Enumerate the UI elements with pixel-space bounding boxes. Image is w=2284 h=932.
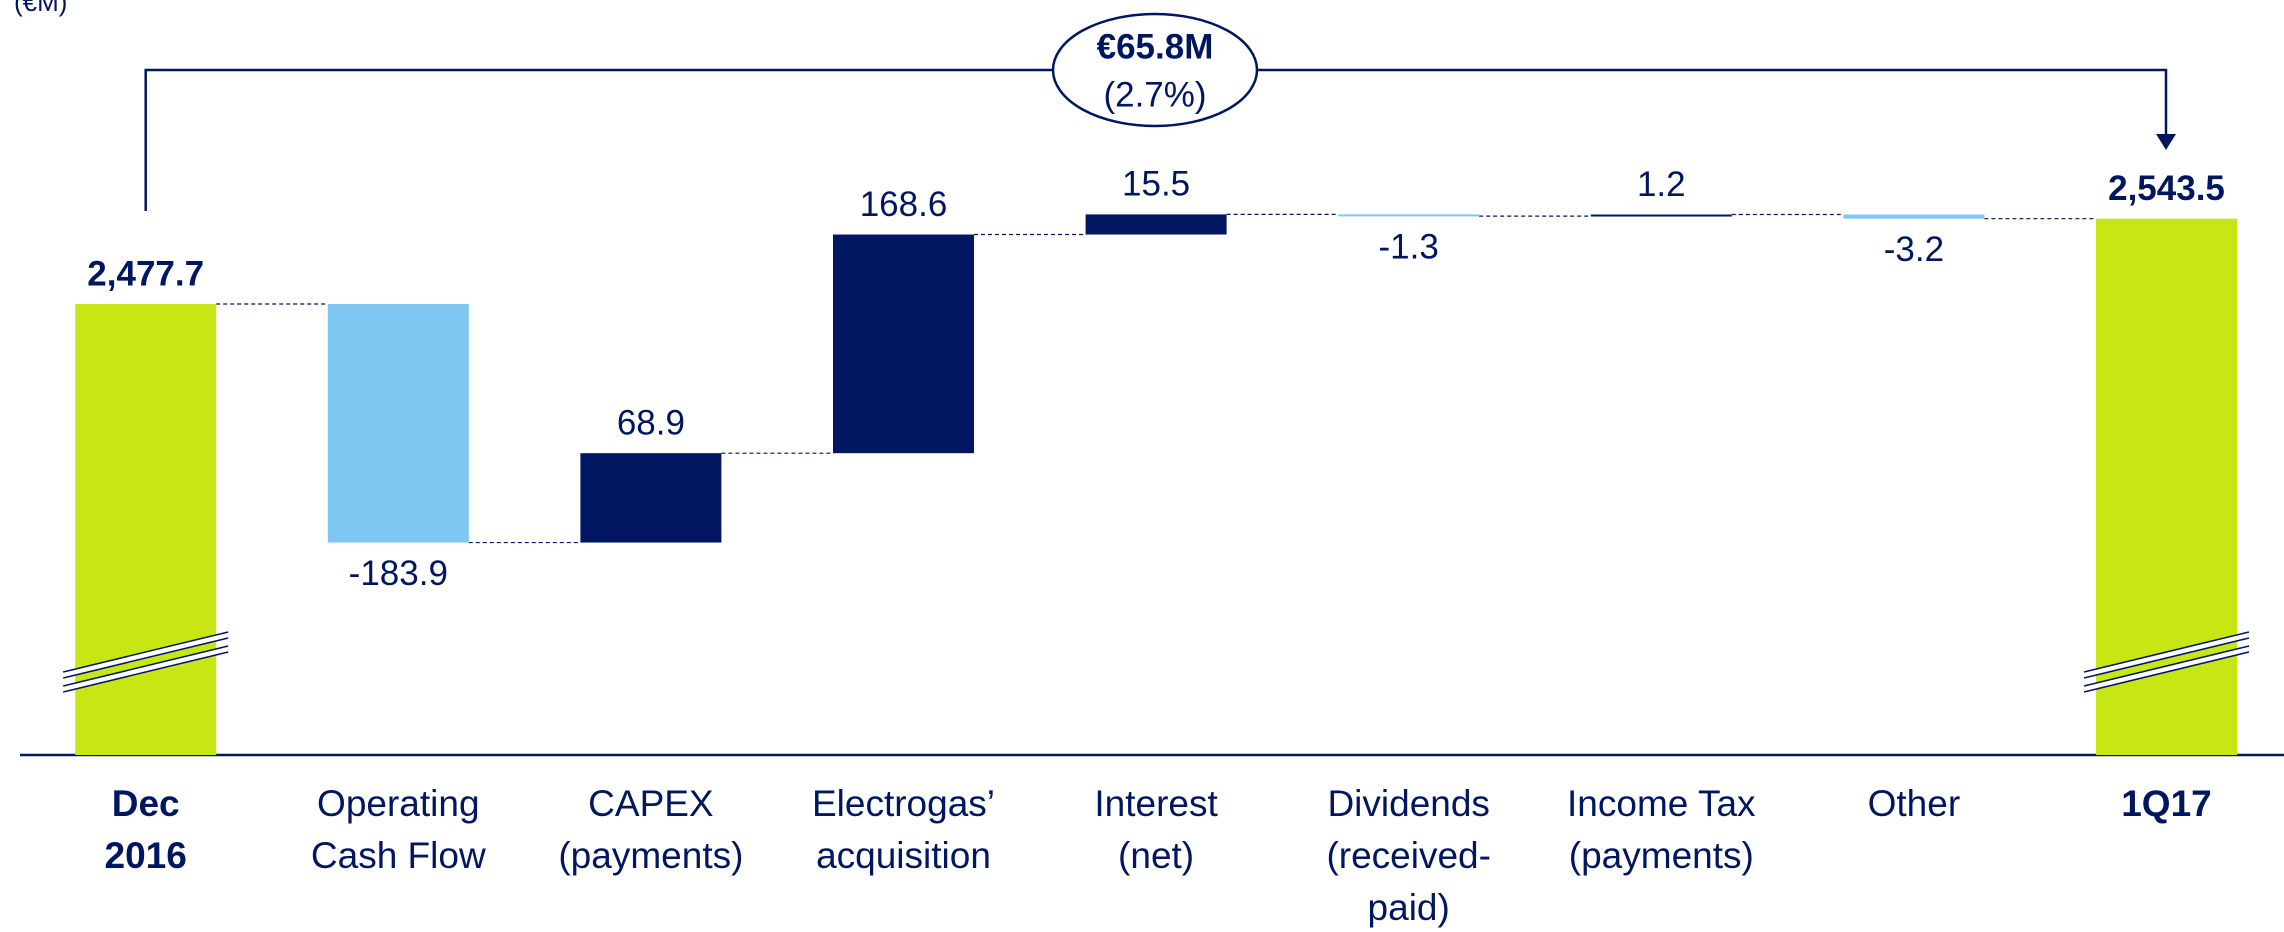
- unit-label: (€M): [14, 0, 67, 17]
- bar: [2096, 218, 2237, 755]
- bracket-right: [1257, 68, 2168, 136]
- axis-break-edge: [2083, 645, 2250, 687]
- axis-break: [2083, 646, 2250, 692]
- bar: [75, 304, 217, 755]
- axis-break-edge: [2083, 651, 2250, 693]
- x-tick-label: Electrogas’ acquisition: [812, 783, 995, 876]
- axis-break: [2083, 632, 2250, 678]
- value-label: 168.6: [860, 185, 948, 224]
- bracket: [144, 12, 2168, 211]
- bar: [1338, 214, 1480, 217]
- value-label: 68.9: [617, 403, 685, 442]
- x-tick-label: Dec 2016: [105, 783, 187, 876]
- axis-break-edge: [63, 645, 229, 687]
- value-label: 2,477.7: [87, 254, 204, 293]
- axis-break-edge: [2083, 631, 2250, 673]
- value-label: 15.5: [1122, 165, 1190, 204]
- bar: [327, 304, 469, 543]
- bracket-left: [144, 68, 1053, 211]
- value-label: -183.9: [349, 554, 448, 593]
- arrow-head: [2156, 134, 2176, 150]
- bar: [1843, 214, 1985, 219]
- axis-break-edge: [63, 651, 229, 693]
- x-tick-label: Income Tax (payments): [1567, 783, 1756, 876]
- annotation-ellipse: [1051, 12, 1259, 128]
- x-tick-label: Other: [1868, 783, 1961, 824]
- axis-break-edge: [63, 631, 229, 673]
- value-label: 2,543.5: [2108, 169, 2225, 208]
- value-label: -1.3: [1379, 227, 1439, 266]
- axis-break: [62, 632, 229, 678]
- bar: [1085, 214, 1227, 235]
- x-tick-label: Dividends (received-paid): [1326, 783, 1491, 928]
- bar: [1590, 214, 1732, 217]
- x-tick-label: 1Q17: [2121, 783, 2212, 824]
- x-tick-label: Operating Cash Flow: [311, 783, 486, 876]
- annotation-value: €65.8M: [1097, 27, 1214, 66]
- bar: [833, 234, 974, 454]
- bar: [580, 453, 722, 543]
- x-tick-label: Interest (net): [1094, 783, 1218, 876]
- axis-break-edge: [63, 637, 229, 679]
- axis-break-edge: [2083, 637, 2250, 679]
- annotation-percent: (2.7%): [1103, 75, 1206, 114]
- axis-break: [62, 646, 229, 692]
- value-label: -3.2: [1884, 230, 1944, 269]
- x-tick-label: CAPEX (payments): [558, 783, 743, 876]
- value-label: 1.2: [1637, 165, 1686, 204]
